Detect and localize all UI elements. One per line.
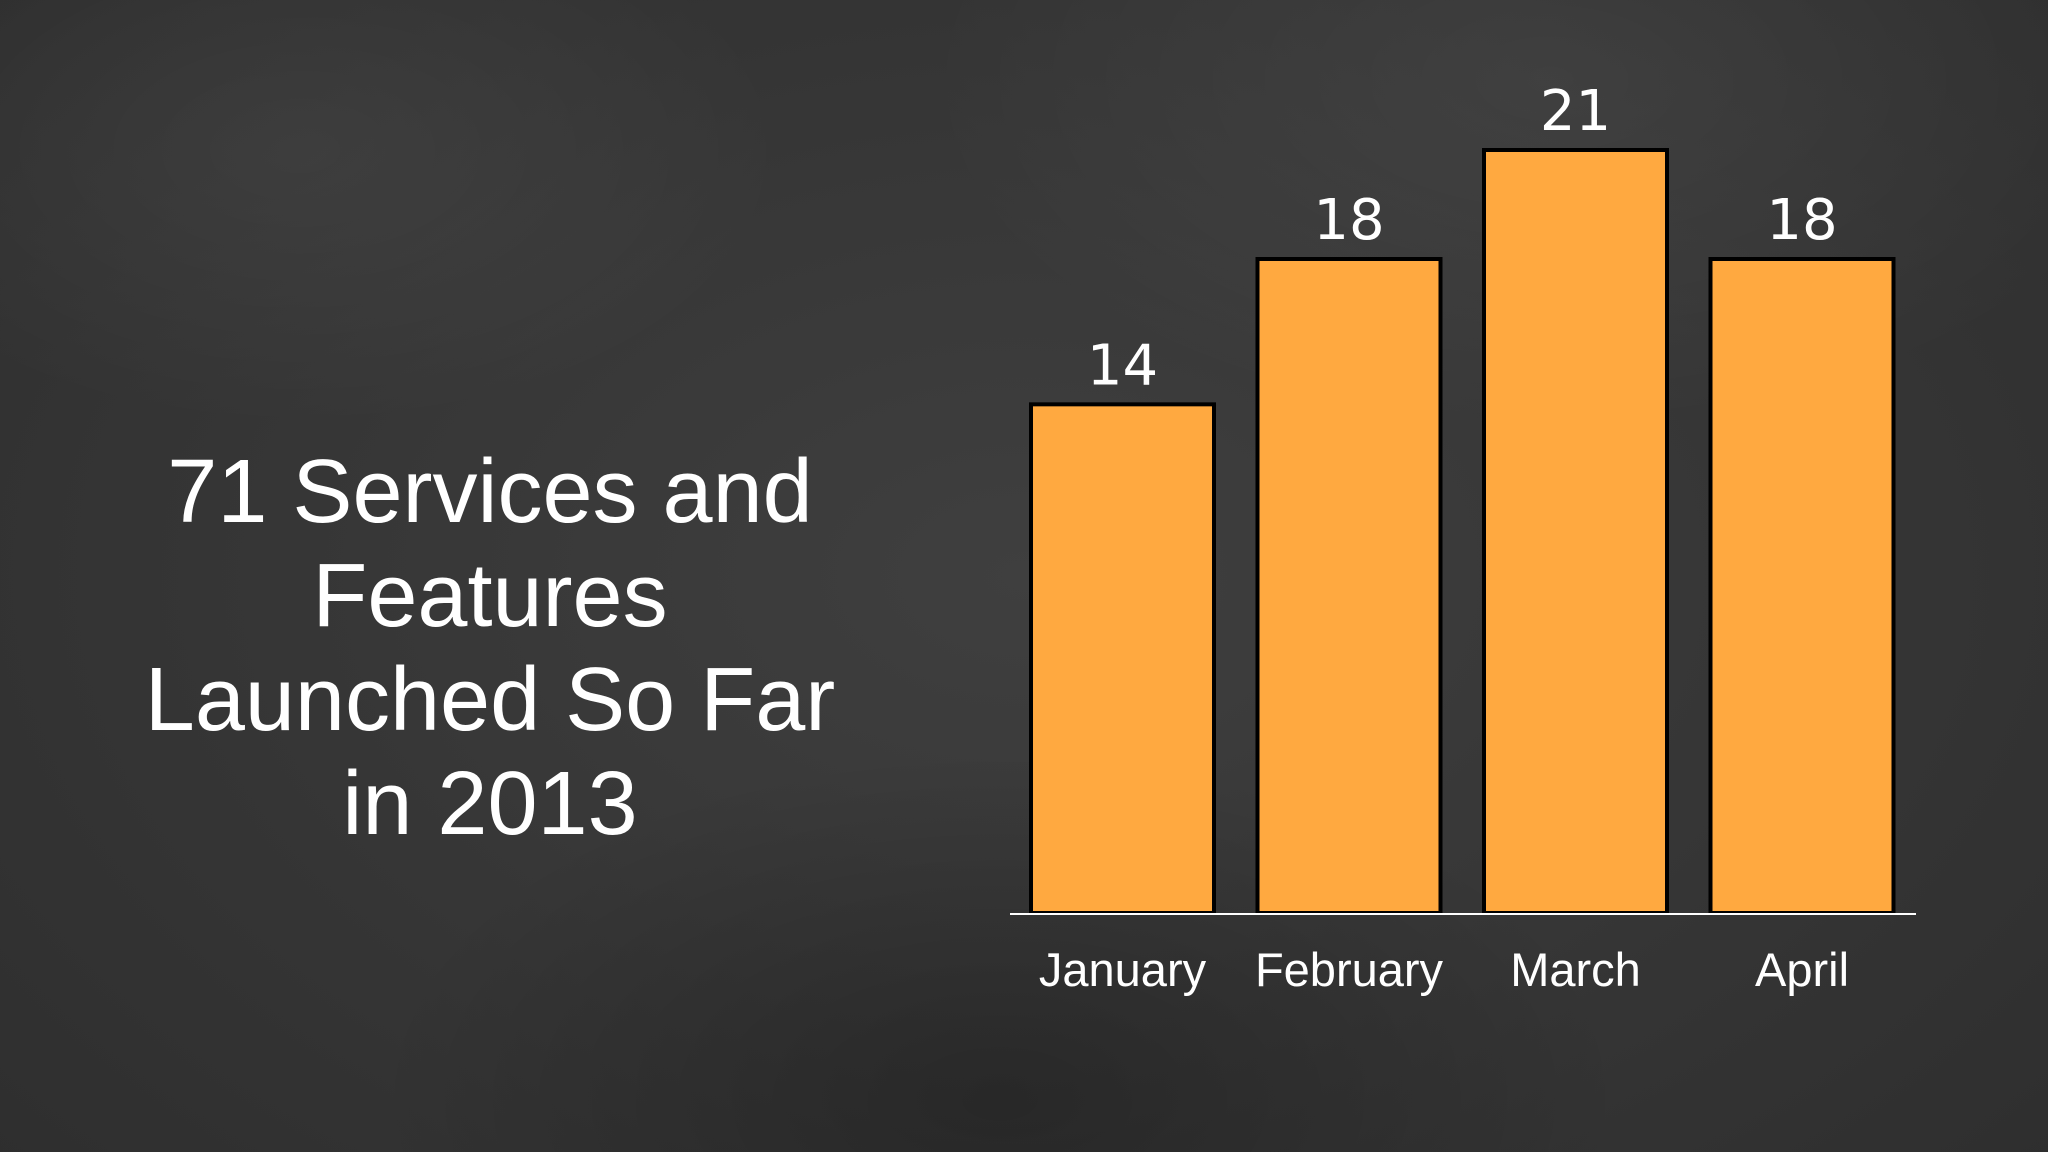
slide-headline: 71 Services and Features Launched So Far… <box>144 442 836 854</box>
data-label-march: 21 <box>1540 79 1611 144</box>
bar-february <box>1255 257 1443 915</box>
tick-label-february: February <box>1255 943 1444 996</box>
data-label-february: 18 <box>1313 188 1384 253</box>
data-label-january: 14 <box>1087 333 1158 398</box>
labels-layer: 14 January 18 February 21 March 18 April <box>1039 79 1849 996</box>
bar-april <box>1708 257 1896 915</box>
tick-label-march: March <box>1510 943 1641 996</box>
bars-layer <box>1029 148 1896 915</box>
bar-march <box>1482 148 1669 915</box>
bar-january <box>1029 402 1216 915</box>
tick-label-april: April <box>1755 943 1849 996</box>
tick-label-january: January <box>1039 943 1207 996</box>
data-label-april: 18 <box>1766 188 1837 253</box>
